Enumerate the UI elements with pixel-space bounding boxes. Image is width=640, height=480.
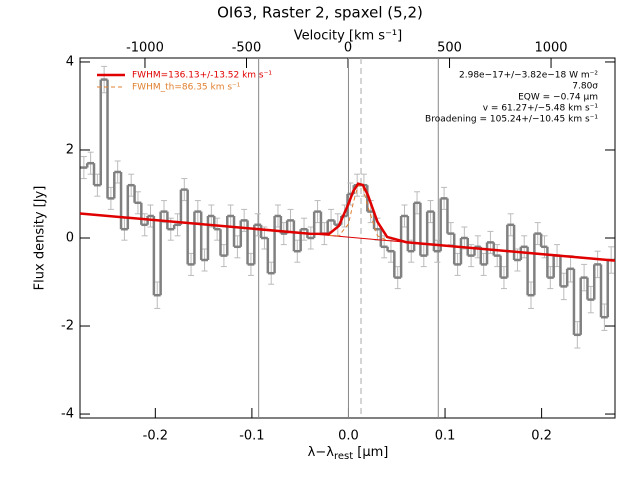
x-tick-label: 0.0 [338,429,359,444]
y-tick-label: -4 [61,407,74,422]
annotation: 7.80σ [572,82,598,92]
legend-label: FWHM=136.13+/-13.52 km s⁻¹ [132,71,272,81]
y-tick-label: 0 [66,231,74,246]
x2-tick-label: 1000 [534,41,567,56]
x2-tick-label: 0 [344,41,352,56]
x-axis-label: λ−λrest [μm] [308,445,389,463]
x2-axis-label: Velocity [km s⁻¹] [294,29,402,44]
x2-tick-label: -1000 [126,41,164,56]
x-tick-label: 0.2 [531,429,552,444]
annotation: EQW = −0.74 μm [518,93,598,103]
y-axis-label: Flux density [Jy] [33,186,48,291]
y-tick-label: -2 [61,319,74,334]
y-tick-label: 4 [66,54,74,69]
annotation: v = 61.27+/−5.48 km s⁻¹ [483,104,599,114]
y-tick-label: 2 [66,142,74,157]
annotation: Broadening = 105.24+/−10.45 km s⁻¹ [425,115,598,125]
x2-tick-label: -500 [232,41,262,56]
x-tick-label: -0.1 [239,429,264,444]
x-label-unit: [μm] [353,445,388,460]
x-tick-label: 0.1 [435,429,456,444]
fit-line [79,182,616,262]
annotation: 2.98e−17+/−3.82e−18 W m⁻² [459,71,598,81]
x-tick-label: -0.2 [143,429,168,444]
x2-tick-label: 500 [437,41,462,56]
chart-title: OI63, Raster 2, spaxel (5,2) [217,4,423,22]
x-label-sub: rest [334,451,353,462]
x-label-main: λ−λ [308,445,335,460]
legend-label: FWHM_th=86.35 km s⁻¹ [132,83,241,93]
